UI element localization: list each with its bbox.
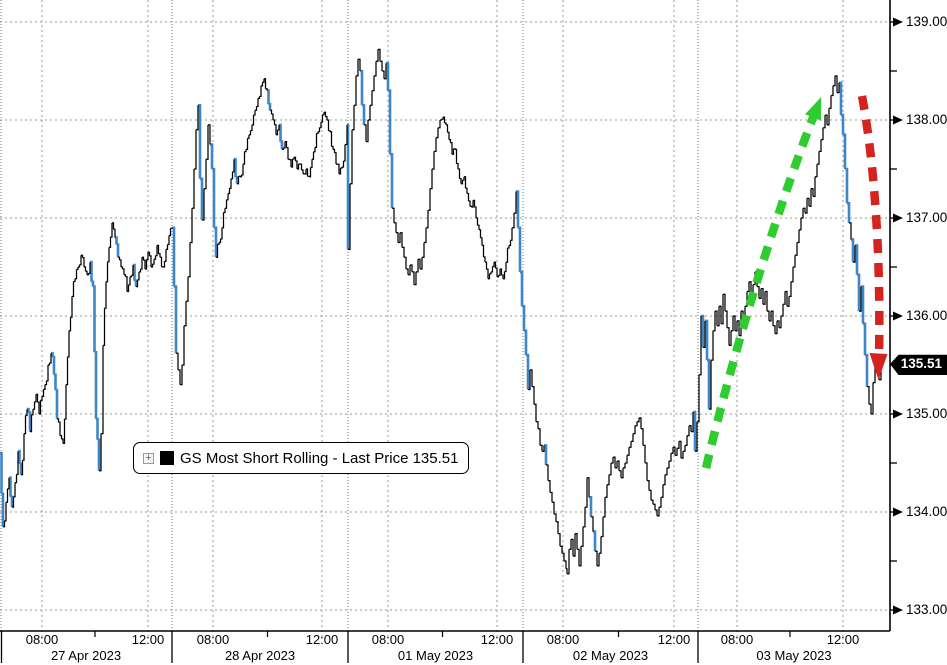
legend-box[interactable]: + GS Most Short Rolling - Last Price 135… (133, 442, 470, 474)
y-tick-arrow-icon (893, 507, 903, 517)
green-up-arrow (701, 108, 820, 469)
red-arrowhead-icon (869, 353, 888, 380)
expand-icon[interactable]: + (143, 452, 154, 464)
legend-series-name: GS Most Short Rolling - Last Price (180, 449, 409, 467)
series-swatch-icon (160, 451, 174, 465)
legend-last-value: 135.51 (412, 449, 459, 467)
price-series-line (3, 48, 882, 575)
y-tick-arrow-icon (893, 17, 903, 27)
price-series-down-bars (0, 61, 869, 552)
legend-label: GS Most Short Rolling - Last Price 135.5… (180, 450, 458, 467)
y-tick-arrow-icon (893, 115, 903, 125)
y-tick-arrow-icon (893, 311, 903, 321)
green-arrowhead-icon (805, 97, 822, 121)
y-tick-arrow-icon (893, 409, 903, 419)
y-tick-arrow-icon (893, 605, 903, 615)
last-price-tag: 135.51 (890, 354, 947, 375)
y-tick-arrow-icon (893, 213, 903, 223)
red-down-arrow (857, 95, 884, 357)
